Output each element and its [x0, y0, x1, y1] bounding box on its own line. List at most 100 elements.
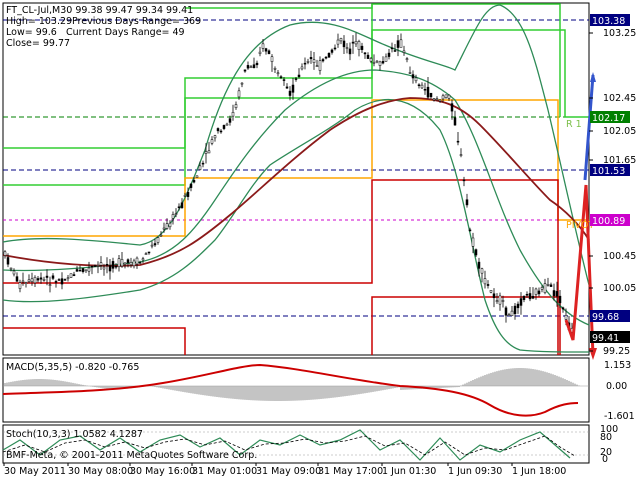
candle-body	[147, 251, 151, 254]
candle-body	[222, 125, 226, 129]
price-tick: 102.05	[603, 126, 636, 137]
candle-body	[381, 61, 385, 64]
candle-body	[330, 49, 334, 53]
candle-body	[537, 290, 541, 295]
candle-body	[153, 243, 157, 246]
candle-body	[561, 307, 565, 310]
candle-body	[375, 60, 379, 63]
candle-body	[246, 65, 250, 69]
candle-body	[507, 314, 511, 316]
candle-body	[306, 61, 310, 63]
price-tags: 103.38 102.17 101.53 100.89 99.68 99.41	[590, 14, 630, 344]
candle-body	[123, 262, 127, 265]
candle-body	[249, 66, 253, 69]
candle-body	[432, 98, 436, 101]
projection-red	[564, 184, 595, 356]
candle-body	[504, 307, 508, 316]
candle-body	[288, 90, 292, 96]
curr-range-label: Current Days Range= 49	[66, 27, 185, 38]
candle-body	[414, 77, 418, 82]
candle-body	[555, 291, 559, 297]
candle-body	[240, 82, 244, 85]
candle-body	[348, 48, 352, 55]
price-tick: 100.45	[603, 251, 636, 262]
candle-body	[456, 140, 460, 143]
candle-body	[99, 262, 103, 266]
candle-body	[237, 90, 241, 98]
low-label: Low= 99.6	[6, 27, 57, 38]
candle-body	[171, 214, 175, 219]
candle-body	[369, 58, 373, 62]
candle-body	[150, 244, 154, 247]
candle-body	[438, 99, 442, 102]
candle-body	[198, 165, 202, 170]
price-tag-label: 100.89	[592, 216, 625, 227]
candle-body	[450, 103, 454, 112]
candle-body	[525, 294, 529, 296]
candle-body	[18, 282, 22, 289]
candle-body	[399, 39, 403, 48]
candle-body	[321, 59, 325, 62]
candle-body	[48, 284, 52, 286]
candle-body	[444, 94, 448, 98]
candle-body	[234, 104, 238, 108]
candle-body	[486, 284, 490, 286]
candle-body	[24, 282, 28, 285]
candle-body	[336, 39, 340, 45]
candle-body	[363, 52, 367, 55]
candle-body	[282, 79, 286, 81]
candle-body	[9, 267, 13, 270]
candle-body	[420, 84, 424, 89]
candle-body	[333, 47, 337, 50]
candle-body	[69, 273, 73, 278]
candle-body	[342, 40, 346, 48]
candle-body	[351, 41, 355, 44]
pivot-step-lines	[3, 3, 589, 355]
candle-body	[411, 74, 415, 79]
candle-body	[441, 95, 445, 100]
macd-title: MACD(5,35,5) -0.820 -0.765	[6, 362, 139, 373]
prev-range-label: Previous Days Range= 369	[72, 16, 201, 27]
price-tag-bg	[590, 214, 630, 226]
lower-band	[2, 99, 590, 353]
candle-body	[183, 195, 187, 197]
price-tag-label: 101.53	[592, 166, 625, 177]
candle-body	[255, 62, 259, 66]
price-tag-label: 102.17	[592, 113, 625, 124]
candle-body	[513, 305, 517, 315]
candle-body	[279, 76, 283, 78]
candle-body	[468, 229, 472, 232]
candle-body	[30, 278, 34, 282]
candle-body	[543, 283, 547, 293]
candle-body	[120, 259, 124, 267]
candle-body	[216, 128, 220, 132]
stoch-panel[interactable]	[2, 424, 590, 464]
candle-body	[501, 300, 505, 302]
stoch-tick-0: 0	[602, 454, 608, 465]
candle-body	[207, 150, 211, 154]
candle-body	[426, 86, 430, 98]
candle-body	[174, 213, 178, 215]
candle-body	[471, 237, 475, 247]
pivot-label: PIVOT	[566, 220, 594, 231]
candle-body	[75, 269, 79, 272]
candle-body	[552, 290, 556, 297]
candle-body	[384, 56, 388, 62]
candle-body	[267, 50, 271, 55]
price-tag-bg	[590, 331, 630, 343]
time-label: 31 May 09:00	[256, 466, 321, 477]
price-tag-bg	[590, 14, 630, 26]
candle-body	[72, 274, 76, 276]
candle-body	[354, 40, 358, 45]
candle-body	[27, 279, 31, 282]
candle-body	[39, 277, 43, 280]
candle-body	[102, 266, 106, 270]
mid-band-green	[2, 69, 590, 326]
candle-body	[3, 251, 7, 256]
green-step-line-2	[3, 4, 373, 186]
price-tag-label: 99.41	[592, 333, 619, 344]
candle-body	[15, 276, 19, 282]
candle-body	[93, 265, 97, 267]
candle-body	[135, 257, 139, 265]
